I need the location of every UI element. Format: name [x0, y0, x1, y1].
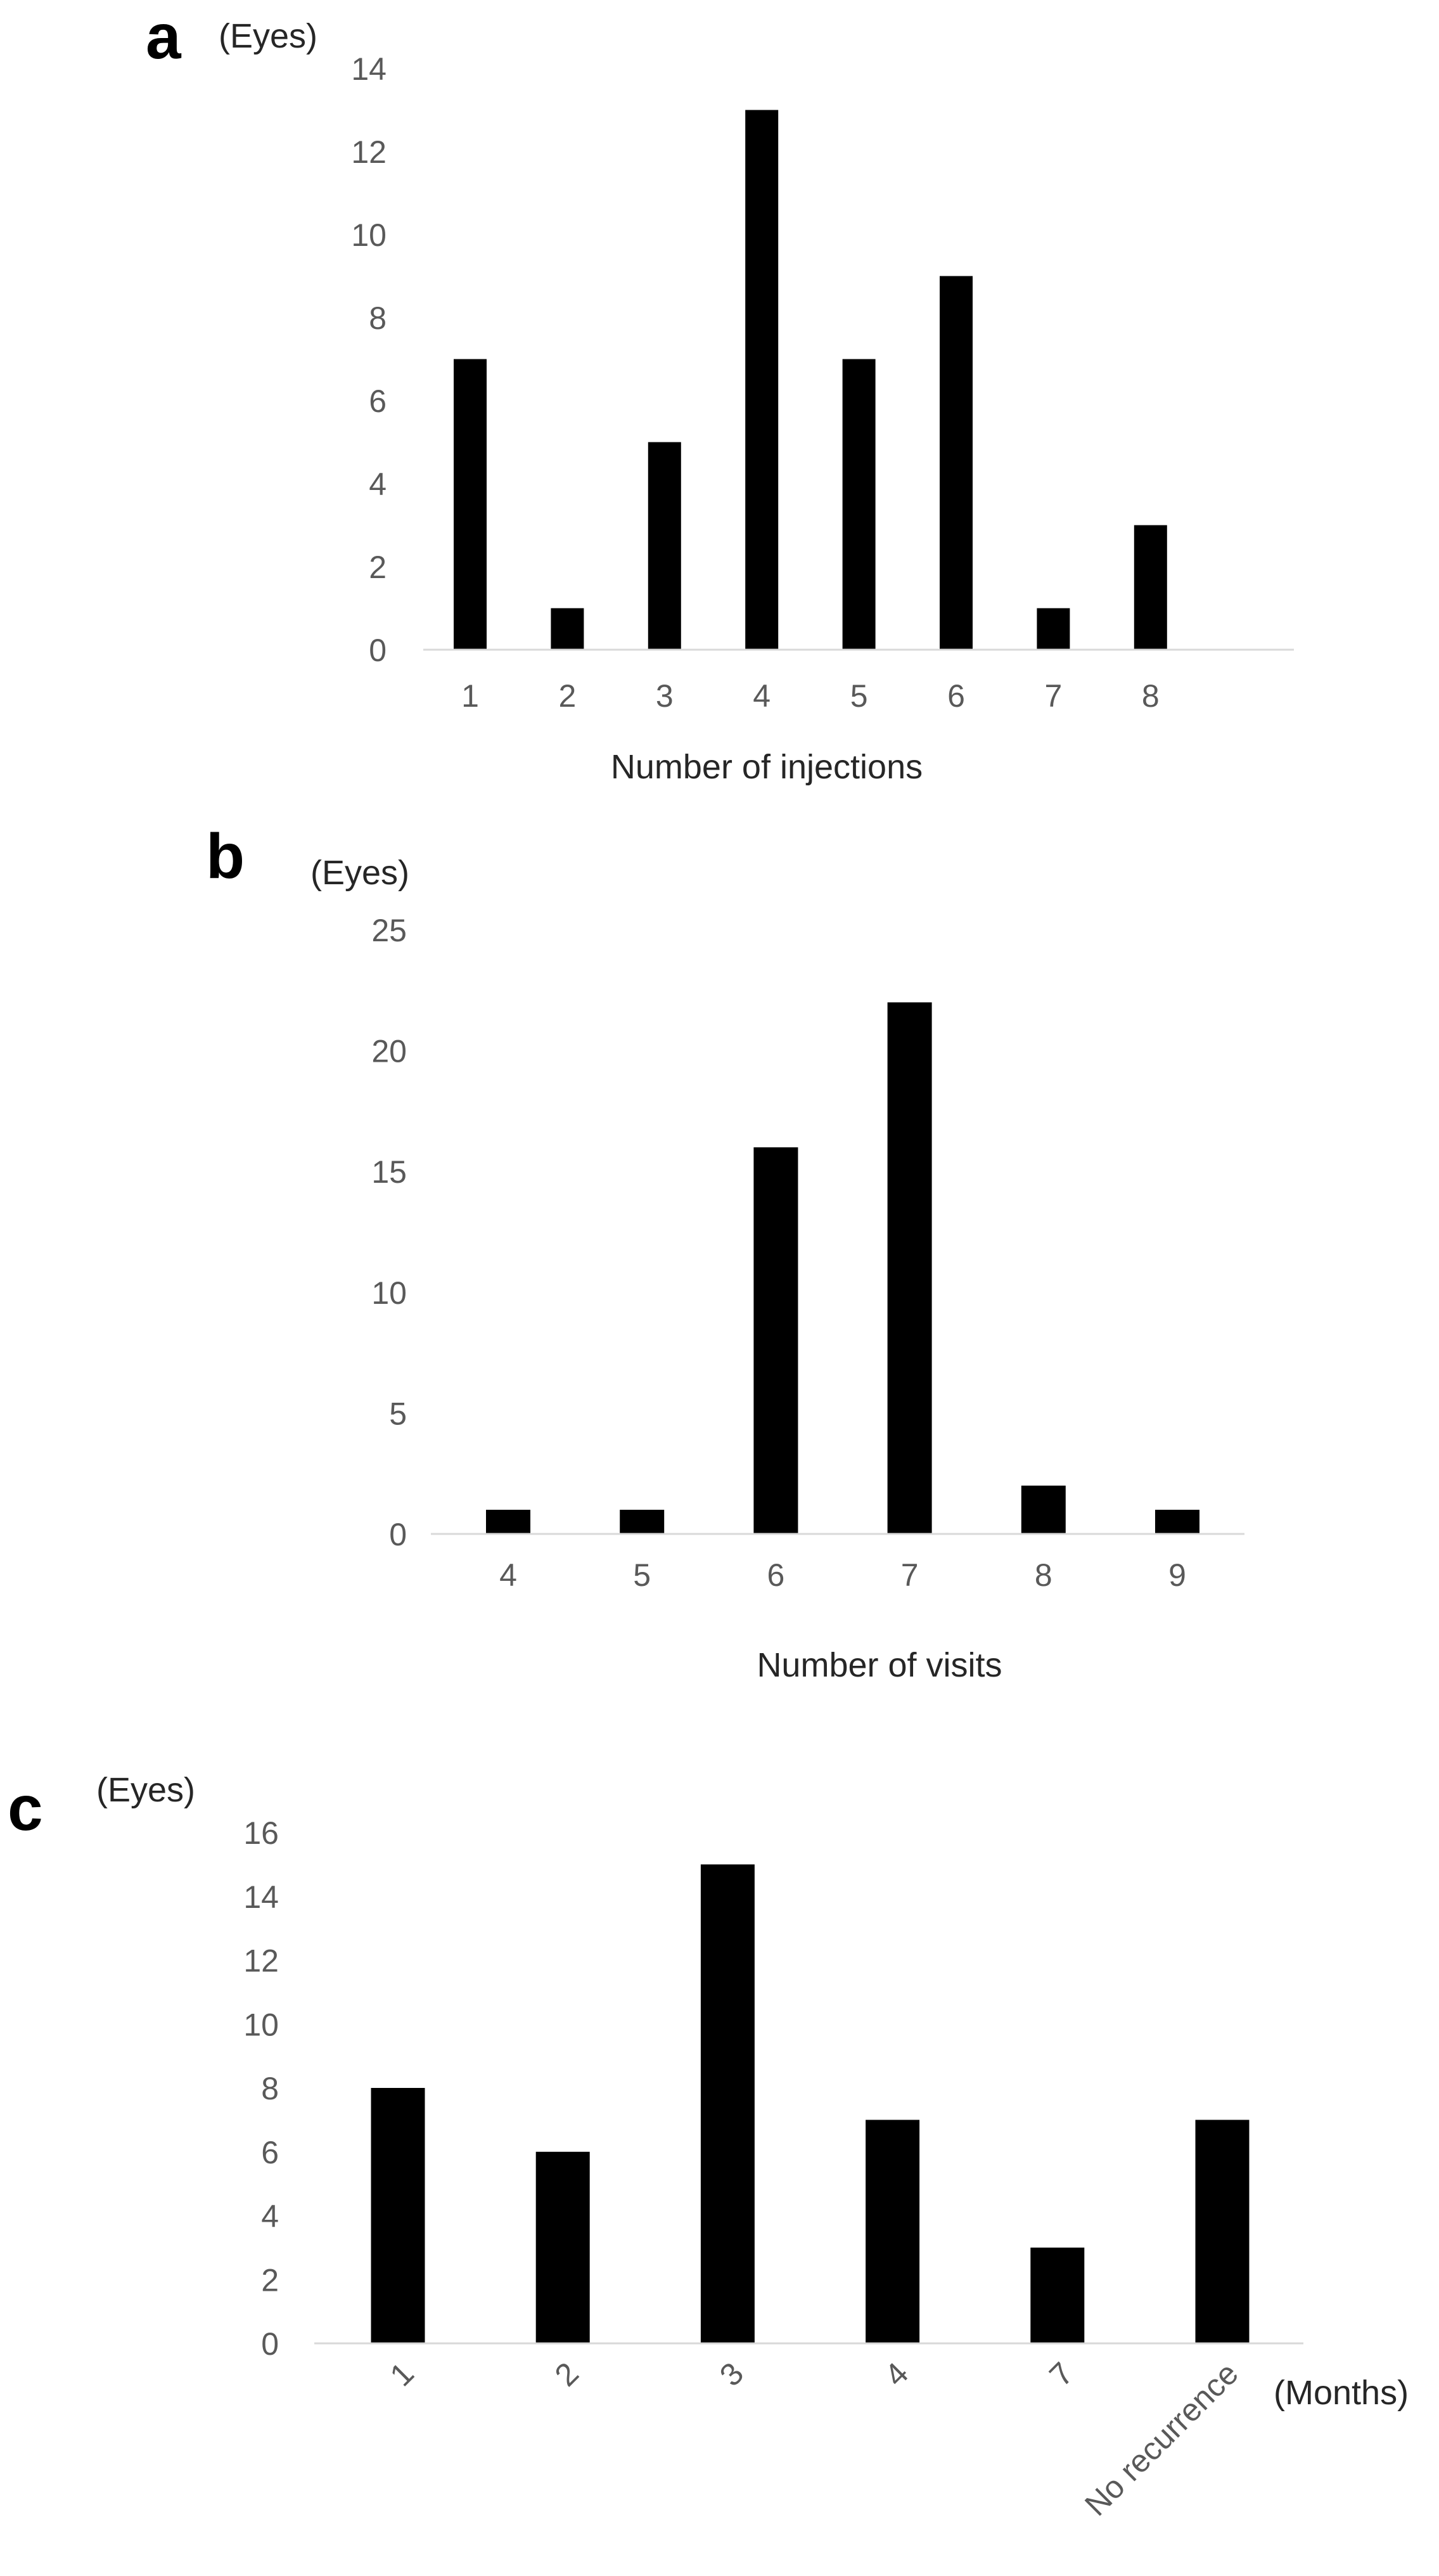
panel-b-x-axis-label: Number of visits [757, 1646, 1002, 1684]
x-tick-label: 3 [656, 678, 674, 714]
x-tick-label: 9 [1168, 1557, 1186, 1593]
y-tick-label: 12 [243, 1943, 279, 1979]
y-tick-label: 12 [351, 134, 387, 170]
x-tick-label: 8 [1035, 1557, 1052, 1593]
bar [454, 359, 487, 650]
bar [535, 2151, 590, 2343]
x-tick-label: 4 [878, 2355, 915, 2393]
panel-b-unit-label: (Eyes) [310, 854, 409, 892]
bar [700, 1864, 755, 2343]
panel-a-letter: a [146, 1, 182, 72]
y-tick-label: 8 [261, 2071, 279, 2106]
x-tick-label: 7 [1044, 678, 1062, 714]
x-tick-label: 1 [383, 2355, 421, 2393]
x-tick-label: 2 [548, 2355, 585, 2393]
x-tick-label: 1 [461, 678, 479, 714]
y-tick-label: 4 [261, 2199, 279, 2234]
y-tick-label: 14 [351, 51, 387, 87]
panel-c-x-axis-label: (Months) [1274, 2374, 1409, 2412]
y-tick-label: 8 [369, 300, 387, 336]
bar [1030, 2247, 1085, 2343]
y-tick-label: 6 [369, 383, 387, 419]
panel-b-chart: b (Eyes) Number of visits 0 5 10 15 20 25 4 5 6 7… [206, 821, 1244, 1684]
panel-c-letter: c [8, 1773, 43, 1844]
panel-a-chart: a (Eyes) Number of injections 0246810121… [146, 1, 1294, 786]
y-tick-label: 2 [369, 550, 387, 585]
x-tick-label: No recurrence [1078, 2355, 1245, 2523]
bar [648, 442, 681, 650]
y-tick-label: 10 [243, 2007, 279, 2042]
y-tick-label: 0 [261, 2326, 279, 2362]
y-tick-label: 16 [243, 1815, 279, 1851]
y-tick-label: 10 [371, 1275, 407, 1311]
x-tick-label: 4 [753, 678, 771, 714]
y-tick-label: 0 [369, 633, 387, 668]
y-tick-label: 25 [371, 913, 407, 948]
bar [842, 359, 876, 650]
bar [486, 1509, 530, 1534]
y-tick-label: 15 [371, 1154, 407, 1190]
bar [745, 110, 779, 650]
x-tick-label: 4 [499, 1557, 517, 1593]
y-tick-label: 4 [369, 467, 387, 502]
x-tick-label: 7 [901, 1557, 919, 1593]
bar [887, 1002, 932, 1534]
x-tick-label: 6 [947, 678, 965, 714]
x-tick-label: 2 [558, 678, 576, 714]
x-tick-label: 3 [713, 2355, 750, 2393]
y-tick-label: 10 [351, 217, 387, 253]
y-tick-label: 2 [261, 2262, 279, 2298]
y-tick-label: 20 [371, 1034, 407, 1069]
bar [1021, 1485, 1066, 1534]
panel-a-x-axis-label: Number of injections [611, 748, 923, 786]
bar [551, 608, 584, 650]
panel-b-letter: b [206, 821, 245, 892]
bar [940, 276, 973, 650]
x-tick-label: 7 [1042, 2355, 1080, 2393]
bar [1155, 1509, 1199, 1534]
x-tick-label: 5 [633, 1557, 651, 1593]
y-tick-label: 6 [261, 2135, 279, 2170]
bar [620, 1509, 665, 1534]
panel-a-unit-label: (Eyes) [219, 17, 317, 55]
bar [753, 1147, 798, 1534]
y-tick-label: 14 [243, 1879, 279, 1915]
panel-c-unit-label: (Eyes) [96, 1771, 195, 1809]
bar [371, 2088, 425, 2343]
bar [1134, 525, 1167, 650]
x-tick-label: 5 [850, 678, 868, 714]
x-tick-label: 8 [1142, 678, 1160, 714]
x-tick-label: 6 [767, 1557, 784, 1593]
bar [866, 2120, 920, 2343]
y-tick-label: 5 [389, 1396, 407, 1431]
bar [1195, 2120, 1250, 2343]
y-tick-label: 0 [389, 1517, 407, 1552]
bar [1037, 608, 1070, 650]
